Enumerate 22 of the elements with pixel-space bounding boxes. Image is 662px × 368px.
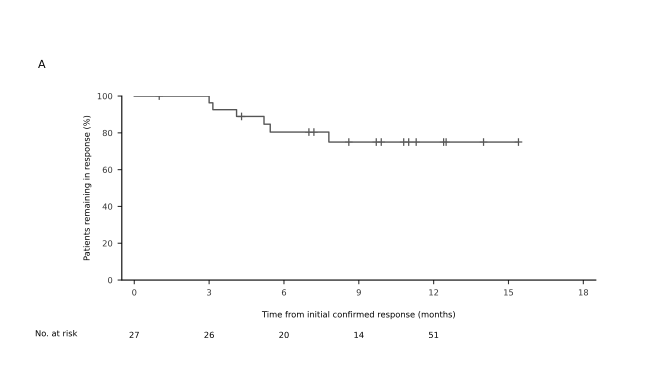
text: No. at risk — [36, 330, 78, 336]
x-tick-label: 3 — [207, 289, 212, 296]
text: 27 — [130, 332, 139, 338]
x-axis-title: Time from initial confirmed response (months) — [262, 311, 455, 320]
text: 51 — [428, 332, 438, 338]
chart-title: A — [38, 60, 46, 68]
y-tick-label: 100 — [98, 93, 112, 100]
text: 20 — [279, 332, 289, 338]
y-tick-label: 20 — [102, 240, 112, 247]
x-tick-label: 18 — [578, 289, 588, 296]
text: 14 — [354, 332, 364, 338]
x-tick-label: 15 — [504, 289, 514, 296]
x-tick-label: 0 — [132, 289, 136, 296]
y-tick-label: 60 — [102, 166, 112, 173]
x-tick-label: 6 — [282, 289, 286, 296]
y-axis-title: Patients remaining in response (%) — [83, 116, 92, 260]
y-tick-label: 80 — [102, 130, 112, 136]
text: 26 — [204, 332, 214, 338]
x-tick-label: 9 — [356, 289, 361, 296]
y-tick-label: 0 — [108, 277, 112, 284]
x-tick-label: 12 — [429, 289, 438, 296]
y-tick-label: 40 — [102, 203, 112, 210]
